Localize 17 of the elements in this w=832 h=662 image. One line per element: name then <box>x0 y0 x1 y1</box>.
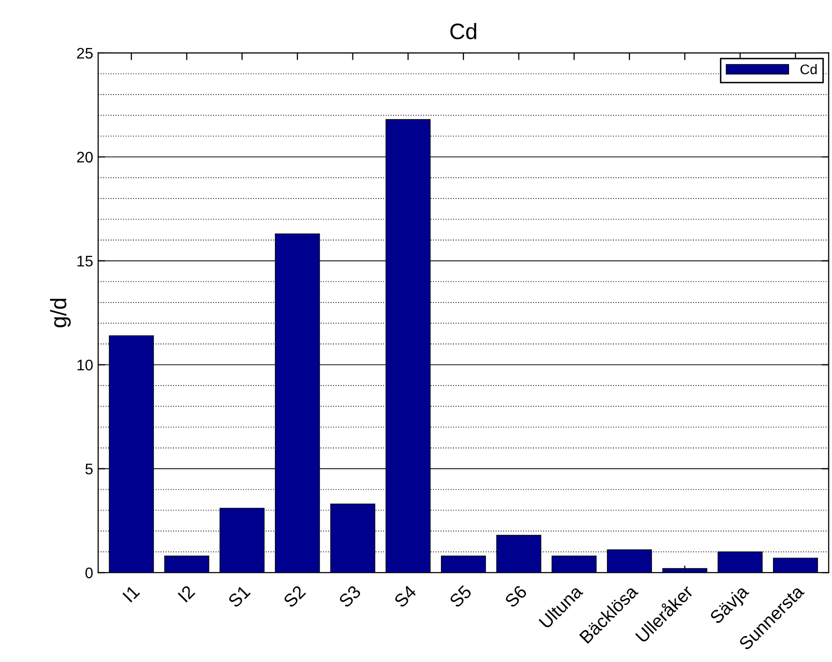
x-tick-label: S4 <box>393 584 418 608</box>
y-axis-title: g/d <box>50 298 71 328</box>
y-tick-label: 20 <box>77 152 93 163</box>
x-tick-label: S6 <box>504 584 528 608</box>
y-tick-label: 15 <box>77 256 93 267</box>
legend-label: Cd <box>800 64 817 74</box>
y-tick-label: 10 <box>77 360 93 370</box>
x-tick-label: S5 <box>448 584 472 608</box>
chart-title: Cd <box>450 22 476 40</box>
x-tick-label: S3 <box>338 584 362 608</box>
x-tick-label: S1 <box>227 584 251 608</box>
y-tick-label: 0 <box>85 568 93 578</box>
y-tick-label: 5 <box>85 464 93 474</box>
x-tick-label: S2 <box>282 584 306 608</box>
x-tick-label: I1 <box>122 584 140 602</box>
x-tick-label: I2 <box>178 584 196 602</box>
y-tick-label: 25 <box>77 48 93 59</box>
